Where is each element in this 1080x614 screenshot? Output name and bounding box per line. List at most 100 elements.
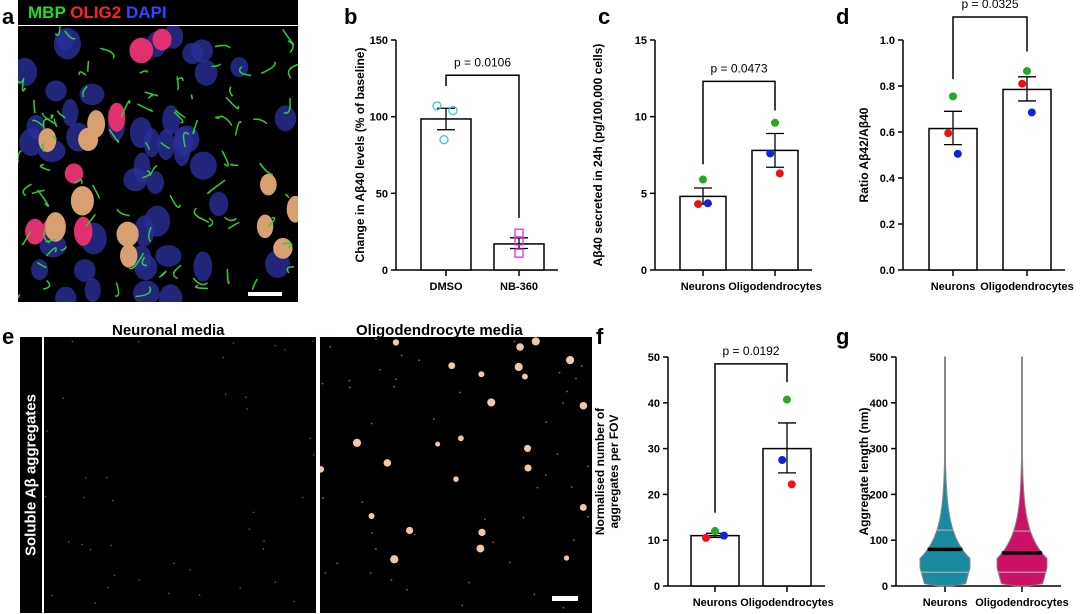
- aggregate-spot: [371, 532, 373, 534]
- mbp-process: [22, 183, 32, 197]
- mbp-process: [73, 179, 83, 185]
- aggregate-spot: [137, 341, 140, 343]
- aggregate-spot: [570, 486, 573, 488]
- aggregate-spot: [83, 496, 85, 499]
- aggregate-spot: [274, 581, 277, 584]
- olig2-nucleus: [129, 37, 154, 64]
- mbp-process: [225, 96, 240, 110]
- mbp-process: [208, 217, 214, 228]
- mbp-process: [287, 63, 300, 79]
- dapi-nucleus: [133, 280, 160, 306]
- aggregate-spot: [383, 459, 392, 467]
- bar-oligodendrocytes: [751, 149, 799, 271]
- olig2-nucleus: [108, 102, 126, 132]
- dapi-nucleus: [157, 129, 175, 161]
- y-axis-label: Change in Aβ40 levels (% of baseline): [353, 48, 367, 263]
- aggregate-spot: [579, 503, 587, 511]
- violin-neurons: [919, 356, 971, 587]
- mbp-process: [82, 85, 88, 98]
- aggregate-spot: [81, 543, 83, 546]
- mbp-process: [39, 163, 51, 172]
- dapi-nucleus: [274, 105, 297, 132]
- aggregate-spot: [44, 495, 47, 498]
- y-tick-label: 200: [870, 489, 888, 501]
- mbp-process: [226, 269, 230, 285]
- aggregate-spot: [536, 486, 539, 489]
- dapi-nucleus: [73, 259, 96, 282]
- mbp-process: [21, 78, 27, 92]
- aggregate-spot: [565, 355, 575, 365]
- aggregate-spot: [476, 544, 485, 553]
- data-point: [1027, 108, 1036, 117]
- image-title-neuronal: Neuronal media: [112, 322, 225, 339]
- aggregate-spot: [413, 533, 416, 536]
- y-axis-label: Normalised number ofaggregates per FOV: [593, 407, 621, 535]
- aggregate-spot: [84, 476, 87, 479]
- x-tick-label: Neurons: [693, 597, 738, 609]
- chart-d: 0.0 0.2 0.4 0.6 0.8 1.0 Ratio Aβ42/Aβ40 Neurons…: [857, 0, 1074, 293]
- p-value-label: p = 0.0192: [722, 344, 779, 358]
- aggregate-spot: [352, 438, 362, 447]
- aggregate-spot: [586, 465, 589, 468]
- mbp-process: [234, 120, 242, 136]
- x-tick-label: NB-360: [500, 281, 538, 293]
- aggregate-spot: [558, 371, 561, 374]
- aggregate-spot: [573, 539, 575, 542]
- bar-neurons: [690, 534, 740, 587]
- mbp-process: [33, 99, 36, 114]
- y-tick-label: 10: [648, 535, 660, 547]
- aggregate-spot: [51, 594, 54, 597]
- y-tick-label: 5: [641, 188, 647, 200]
- aggregate-spot: [107, 586, 109, 589]
- dapi-nucleus: [173, 134, 191, 166]
- x-tick-label: Oligodendrocytes: [740, 597, 834, 609]
- olig2-nucleus: [87, 110, 106, 138]
- aggregate-spot: [302, 496, 304, 499]
- y-tick-label: 0.0: [880, 265, 895, 277]
- olig2-nucleus: [260, 173, 277, 196]
- mbp-process: [214, 44, 231, 49]
- dapi-nucleus: [45, 80, 67, 102]
- aggregate-spot: [579, 401, 588, 410]
- aggregate-spot: [138, 579, 141, 581]
- dapi-nucleus: [182, 42, 204, 65]
- mbp-process: [172, 264, 182, 280]
- data-point: [720, 531, 728, 540]
- stain-legend: MBP OLIG2 DAPI: [18, 0, 298, 26]
- y-tick-label: 10: [635, 112, 647, 124]
- aggregate-spot: [461, 604, 464, 607]
- mbp-process: [267, 216, 276, 228]
- aggregate-spot: [111, 499, 114, 502]
- significance-bracket: [952, 16, 1028, 80]
- mbp-process: [87, 61, 90, 72]
- panel-label-e: e: [2, 324, 15, 349]
- significance-bracket: [702, 80, 776, 165]
- aggregate-spot: [400, 354, 403, 357]
- aggregate-spot: [575, 377, 577, 380]
- dapi-nucleus: [193, 251, 213, 282]
- mbp-process: [64, 30, 76, 40]
- aggregate-spot: [544, 474, 547, 477]
- dapi-nucleus: [61, 99, 79, 127]
- mbp-process: [42, 118, 50, 129]
- data-point: [783, 395, 791, 404]
- aggregate-spot: [348, 379, 351, 382]
- aggregate-spot: [94, 602, 97, 604]
- mbp-process: [21, 230, 32, 246]
- aggregate-spot: [432, 418, 435, 420]
- mbp-process: [285, 193, 290, 199]
- aggregate-spot: [508, 561, 511, 564]
- aggregate-spot: [522, 516, 525, 519]
- mbp-process: [108, 128, 120, 143]
- data-point: [953, 149, 962, 158]
- mbp-process: [169, 194, 181, 208]
- mbp-process: [260, 61, 276, 75]
- aggregate-spot: [293, 600, 295, 603]
- aggregate-spot: [524, 444, 532, 453]
- mbp-process: [220, 115, 233, 126]
- x-tick-label: Neurons: [681, 281, 726, 293]
- mbp-process: [41, 112, 57, 125]
- mbp-process: [192, 119, 199, 135]
- data-point: [944, 129, 953, 138]
